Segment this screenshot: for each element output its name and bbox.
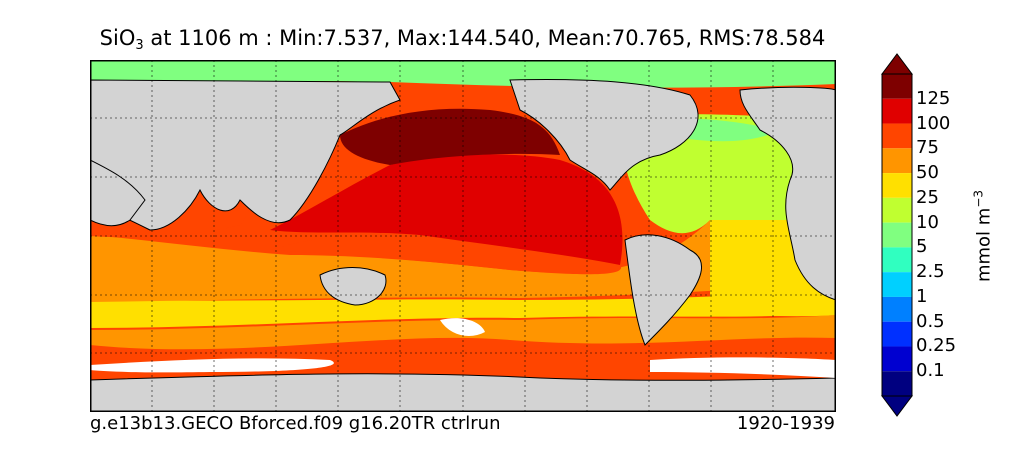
title-species: SiO (99, 26, 136, 50)
case-name: g.e13b13.GECO Bforced.f09 g16.20TR ctrlr… (90, 413, 501, 434)
colorbar-bottom-arrow (881, 395, 913, 417)
colorbar-swatch (882, 247, 912, 273)
land-south-america (624, 234, 702, 346)
land-masses (90, 79, 836, 412)
colorbar-swatch (882, 296, 912, 322)
title-species-subscript: 3 (135, 38, 144, 53)
years-range: 1920-1939 (736, 413, 835, 434)
ocean-map (90, 60, 836, 412)
colorbar-tick-label: 0.1 (916, 360, 945, 382)
colorbar-swatch (882, 371, 912, 396)
colorbar-swatch (882, 98, 912, 124)
land-europe-africa-right (739, 86, 836, 301)
band-100-pacific (270, 154, 623, 265)
band-125-north-pacific (340, 108, 560, 165)
units-label: mmol m−3 (972, 190, 995, 282)
band-5-arctic (90, 60, 836, 88)
colorbar-swatch (882, 148, 912, 174)
colorbar-swatch (882, 222, 912, 248)
map-gridlines (90, 60, 836, 412)
land-australia (319, 267, 387, 306)
colorbar-swatch (882, 346, 912, 372)
plot-title: SiO3 at 1106 m : Min:7.537, Max:144.540,… (0, 26, 925, 53)
colorbar-tick-label: 0.5 (916, 310, 945, 332)
colorbar-swatch (882, 272, 912, 297)
colorbar (881, 53, 913, 417)
units-main: mmol m (973, 207, 995, 283)
colorbar-tick-label: 125 (916, 87, 951, 109)
map-canvas (90, 60, 836, 412)
colorbar-swatch (882, 321, 912, 347)
colorbar-swatch (882, 74, 912, 99)
land-north-america (509, 79, 699, 191)
title-stats: at 1106 m : Min:7.537, Max:144.540, Mean… (143, 26, 826, 50)
colorbar-tick-label: 100 (916, 112, 951, 134)
land-eurasia-africa (90, 79, 401, 231)
colorbar-swatch (882, 197, 912, 223)
colorbar-tick-label: 5 (916, 236, 928, 258)
colorbar-tick-label: 10 (916, 211, 939, 233)
colorbar-top-arrow (881, 53, 913, 75)
colorbar-tick-label: 50 (916, 162, 939, 184)
colorbar-tick-label: 1 (916, 285, 928, 307)
land-africa-east (90, 159, 146, 227)
colorbar-frame (881, 73, 913, 397)
missing-regions (90, 318, 836, 378)
colorbar-swatch (882, 123, 912, 149)
colorbar-swatch (882, 173, 912, 198)
colorbar-tick-label: 25 (916, 186, 939, 208)
land-antarctica (90, 373, 836, 412)
map-frame (90, 60, 836, 412)
colorbar-tick-label: 0.25 (916, 335, 957, 357)
colorbar-tick-label: 75 (916, 137, 939, 159)
band-75-pacific (270, 233, 622, 275)
units-exponent: −3 (971, 189, 986, 208)
colorbar-tick-label: 2.5 (916, 261, 945, 283)
